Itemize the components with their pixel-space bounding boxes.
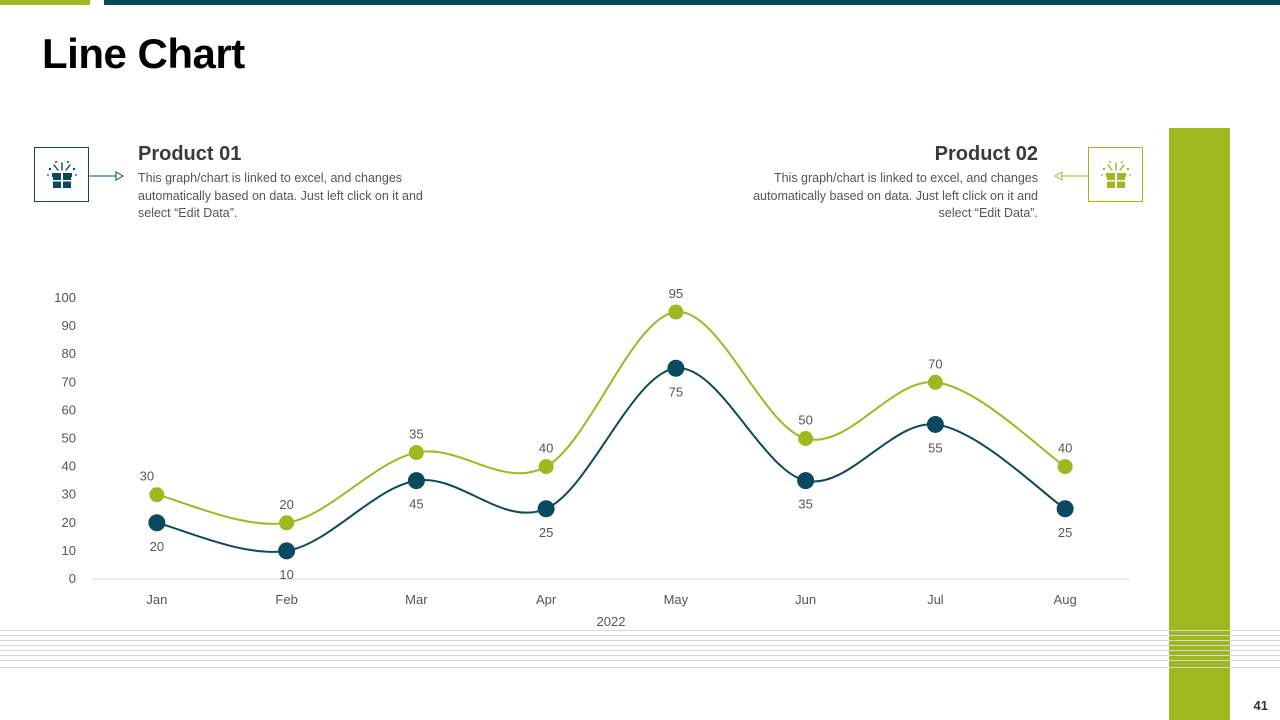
y-tick-label: 0 bbox=[69, 571, 76, 586]
y-tick-label: 40 bbox=[62, 459, 76, 474]
product-01-connector bbox=[89, 171, 125, 181]
page-number: 41 bbox=[1253, 698, 1268, 713]
x-tick-label: Aug bbox=[1054, 592, 1077, 607]
series-1-point bbox=[798, 431, 814, 446]
page-title: Line Chart bbox=[42, 30, 245, 77]
series-1-point bbox=[408, 445, 424, 461]
series-2-data-label: 45 bbox=[409, 497, 423, 512]
x-tick-label: Jun bbox=[795, 592, 816, 607]
y-tick-label: 30 bbox=[62, 487, 76, 502]
series-1-point bbox=[668, 304, 684, 320]
series-1-data-label: 95 bbox=[669, 286, 683, 301]
series-1-data-label: 50 bbox=[798, 413, 812, 428]
y-tick-label: 20 bbox=[62, 515, 76, 530]
y-tick-label: 80 bbox=[62, 346, 76, 361]
series-2-point bbox=[148, 514, 166, 532]
series-1-point bbox=[1057, 459, 1073, 475]
series-1-point bbox=[927, 374, 943, 390]
product-02-connector bbox=[1053, 171, 1089, 181]
series-2-point bbox=[926, 415, 944, 433]
series-2-point bbox=[797, 472, 815, 490]
series-2-data-label: 20 bbox=[150, 539, 164, 554]
series-2-point bbox=[278, 542, 296, 560]
x-tick-label: Feb bbox=[275, 592, 297, 607]
series-1-data-label: 70 bbox=[928, 356, 942, 371]
x-tick-label: Jan bbox=[146, 592, 167, 607]
x-tick-label: Jul bbox=[927, 592, 944, 607]
x-tick-label: May bbox=[664, 592, 689, 607]
gift-box-icon bbox=[46, 160, 77, 188]
x-axis-title: 2022 bbox=[597, 614, 626, 629]
top-accent-green bbox=[0, 0, 90, 5]
y-tick-label: 60 bbox=[62, 402, 76, 417]
series-2-data-label: 25 bbox=[1058, 525, 1072, 540]
product-01-icon-box bbox=[34, 147, 89, 202]
series-1-data-label: 20 bbox=[279, 497, 293, 512]
series-2-point bbox=[407, 472, 425, 490]
product-01-text: Product 01 This graph/chart is linked to… bbox=[138, 143, 458, 223]
series-1-point bbox=[538, 459, 554, 475]
series-2-point bbox=[1056, 500, 1074, 518]
series-2-point bbox=[537, 500, 555, 518]
series-1-point bbox=[279, 515, 295, 531]
series-1-point bbox=[149, 487, 165, 503]
y-tick-label: 70 bbox=[62, 374, 76, 389]
product-01-description: This graph/chart is linked to excel, and… bbox=[138, 171, 423, 220]
footer-stripes bbox=[0, 630, 1280, 670]
series-2-data-label: 25 bbox=[539, 525, 553, 540]
y-tick-label: 100 bbox=[54, 290, 76, 305]
series-1-data-label: 30 bbox=[140, 469, 154, 484]
y-tick-label: 50 bbox=[62, 431, 76, 446]
gift-box-icon bbox=[1100, 160, 1131, 188]
series-2-point bbox=[667, 359, 685, 377]
right-accent-band bbox=[1169, 128, 1230, 720]
top-accent-navy bbox=[104, 0, 1280, 5]
product-02-icon-box bbox=[1088, 147, 1143, 202]
y-tick-label: 90 bbox=[62, 318, 76, 333]
product-02-title: Product 02 bbox=[934, 143, 1038, 165]
series-2-line bbox=[156, 367, 1066, 553]
series-1-data-label: 40 bbox=[1058, 441, 1072, 456]
series-2-data-label: 55 bbox=[928, 440, 942, 455]
series-2-data-label: 75 bbox=[669, 384, 683, 399]
series-1-line bbox=[156, 311, 1066, 525]
x-tick-label: Mar bbox=[405, 592, 428, 607]
product-02-description: This graph/chart is linked to excel, and… bbox=[753, 171, 1038, 220]
series-1-data-label: 35 bbox=[409, 427, 423, 442]
series-2-data-label: 35 bbox=[798, 497, 812, 512]
series-2-data-label: 10 bbox=[279, 567, 293, 582]
x-tick-label: Apr bbox=[536, 592, 557, 607]
product-01-title: Product 01 bbox=[138, 143, 242, 165]
series-1-data-label: 40 bbox=[539, 441, 553, 456]
product-02-text: Product 02 This graph/chart is linked to… bbox=[718, 143, 1038, 223]
y-tick-label: 10 bbox=[62, 543, 76, 558]
